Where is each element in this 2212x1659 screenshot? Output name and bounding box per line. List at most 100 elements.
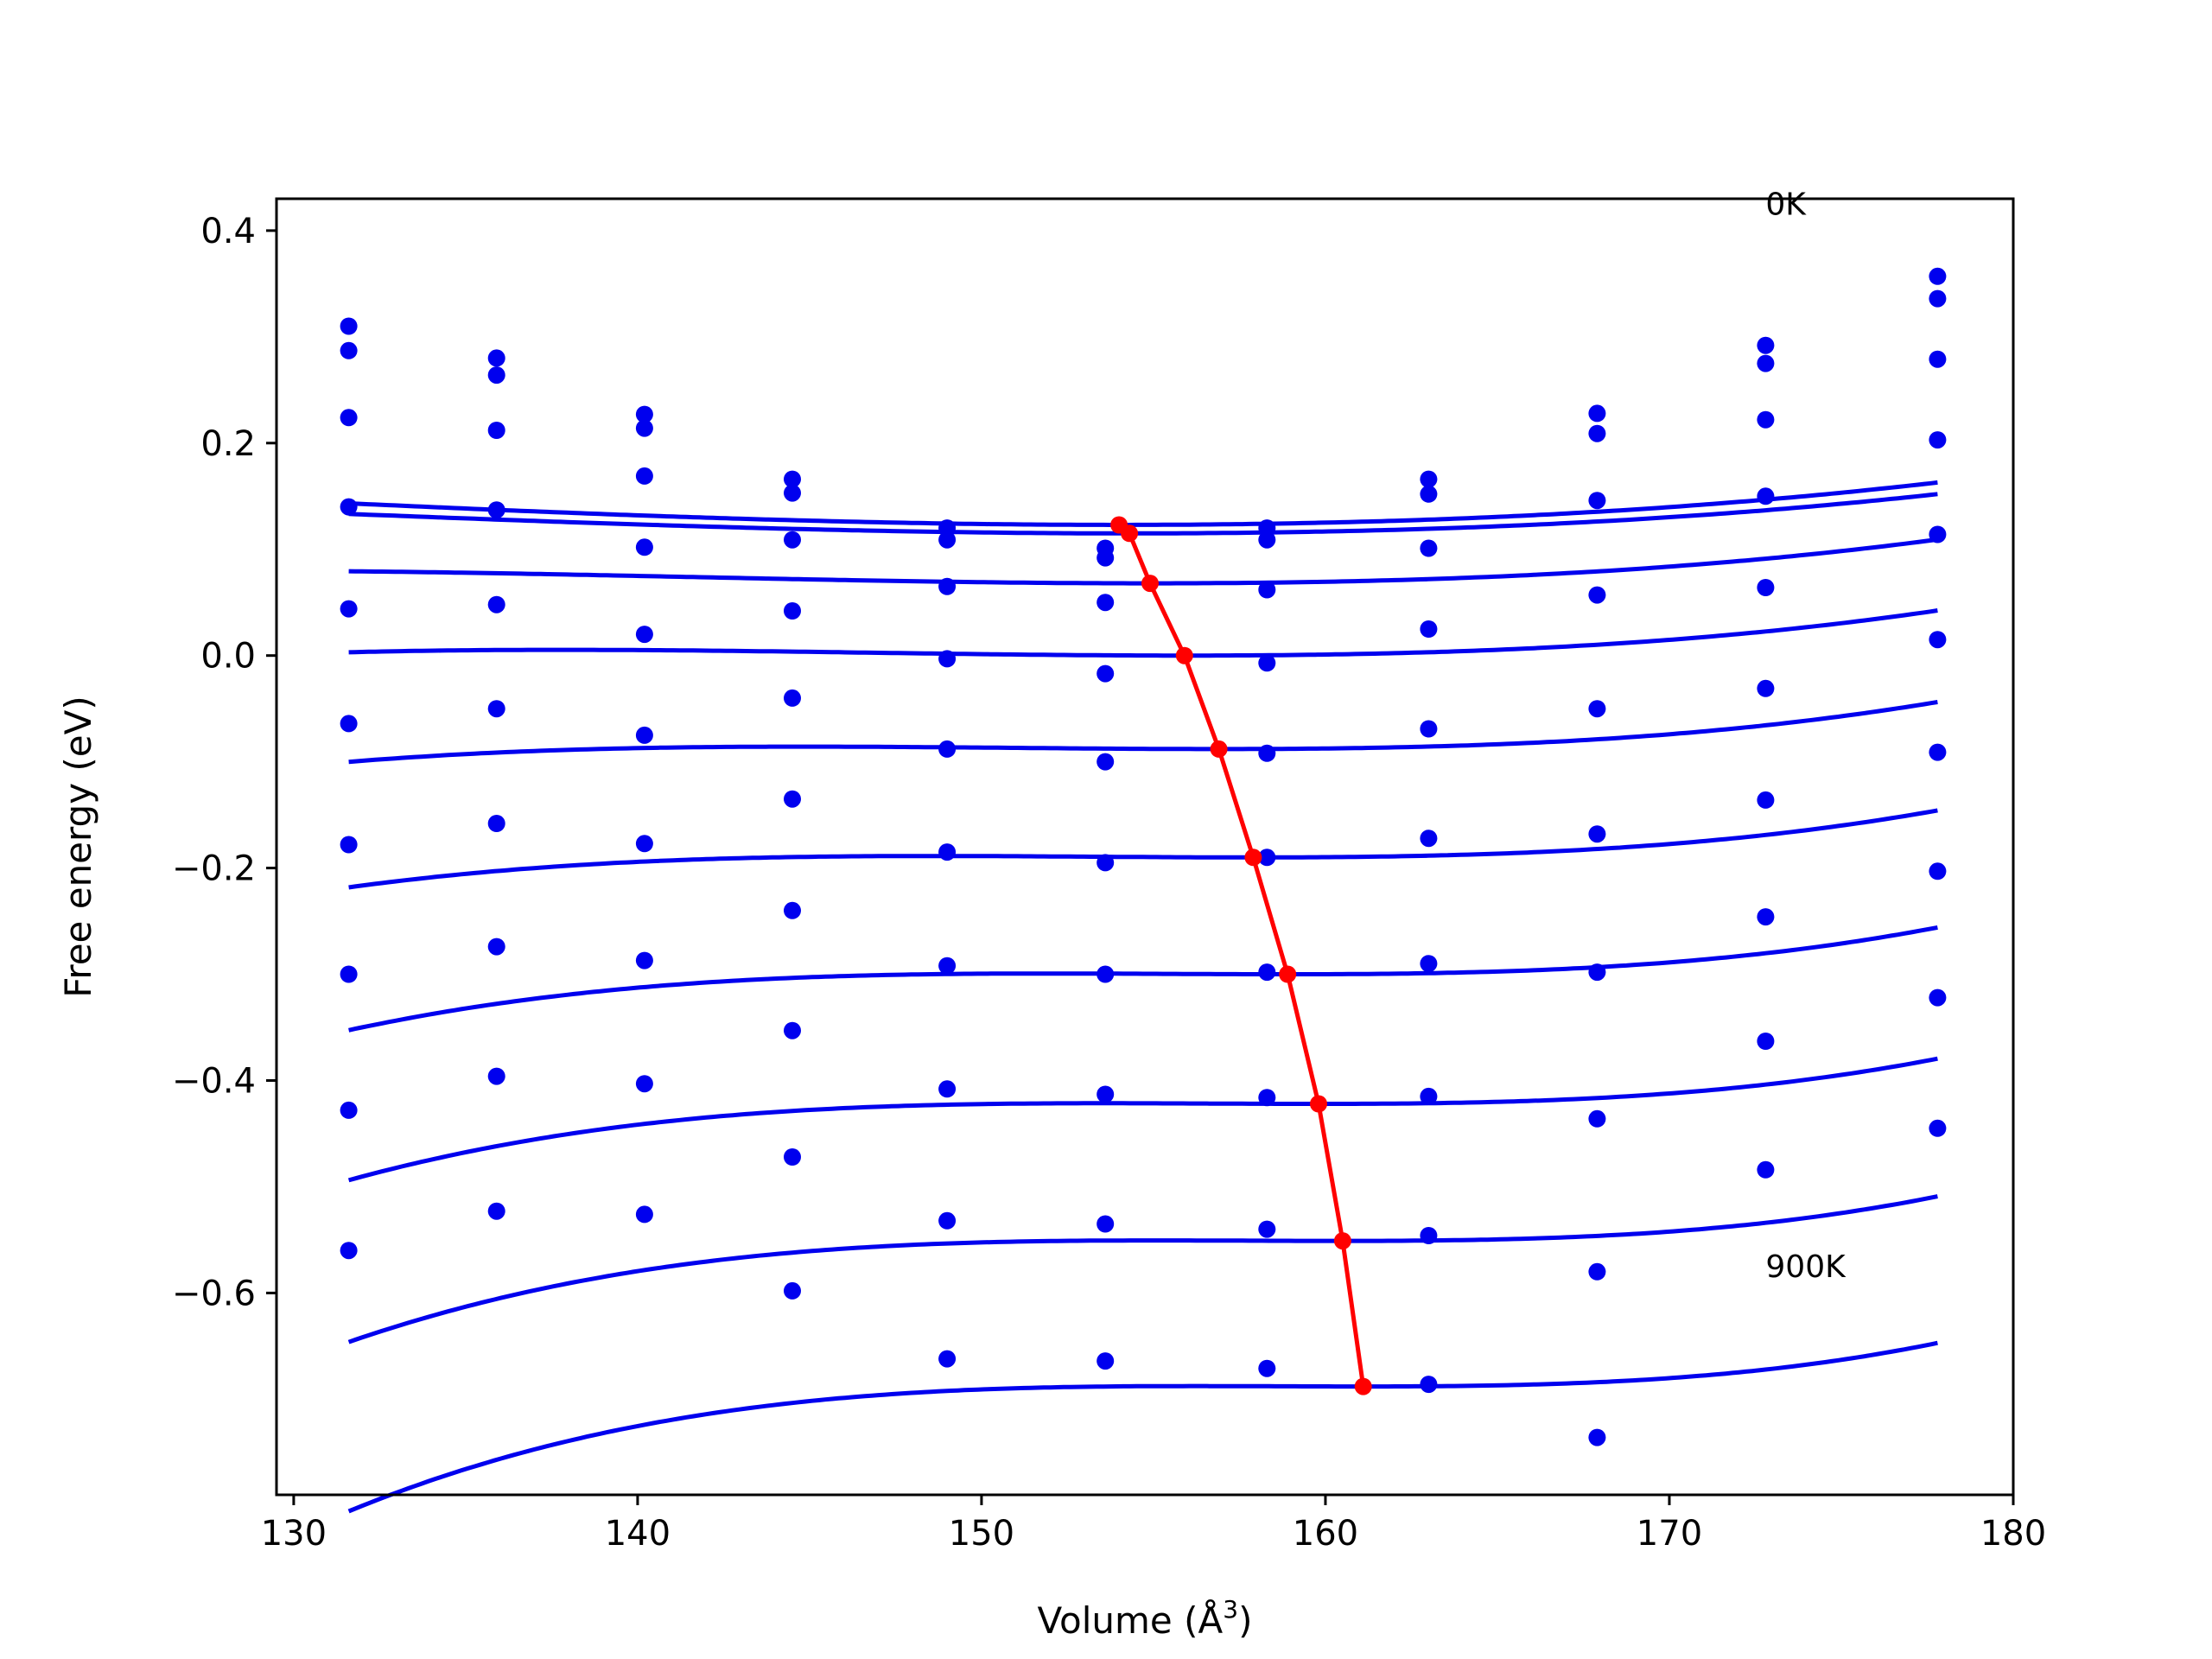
- data-point-s3-0: [340, 498, 358, 516]
- minimum-point-2: [1141, 575, 1159, 593]
- data-point-s8-1: [487, 1067, 505, 1085]
- data-point-s6-5: [1096, 965, 1115, 983]
- data-point-s1-2: [635, 419, 653, 437]
- data-point-s3-1: [487, 501, 505, 519]
- x-tick-label-0: 130: [261, 1514, 327, 1554]
- data-point-s7-1: [487, 938, 505, 956]
- data-point-s5-0: [340, 715, 358, 733]
- data-point-s3-5: [1096, 664, 1115, 683]
- y-axis-label: Free energy (eV): [57, 696, 99, 998]
- data-point-s9-9: [1757, 1160, 1775, 1179]
- y-tick-label-1: −0.4: [172, 1061, 256, 1101]
- data-point-s7-5: [1096, 1085, 1115, 1103]
- data-point-s5-9: [1757, 679, 1775, 697]
- data-point-s6-10: [1929, 743, 1947, 761]
- minimum-point-5: [1244, 849, 1262, 867]
- data-point-s5-5: [1096, 854, 1115, 872]
- x-axis-label-superscript: 3: [1223, 1595, 1238, 1624]
- data-point-s8-2: [635, 1075, 653, 1093]
- data-point-s5-2: [635, 726, 653, 744]
- data-point-s2-2: [635, 467, 653, 485]
- data-point-s8-6: [1258, 1220, 1276, 1238]
- data-point-s3-6: [1258, 654, 1276, 672]
- data-point-s5-1: [487, 700, 505, 718]
- data-point-s0-7: [1420, 470, 1438, 488]
- data-point-s8-3: [784, 1148, 801, 1166]
- fit-curve-3: [348, 608, 1938, 658]
- data-point-s0-0: [340, 317, 358, 335]
- data-point-s6-7: [1420, 955, 1438, 973]
- data-point-s1-6: [1258, 531, 1276, 549]
- data-point-s2-5: [1096, 594, 1115, 612]
- data-point-s8-7: [1420, 1227, 1438, 1244]
- data-point-s5-4: [938, 843, 957, 861]
- x-axis-label: Volume (Å3): [1038, 1595, 1253, 1642]
- data-point-s7-7: [1420, 1087, 1438, 1105]
- data-point-s4-8: [1588, 700, 1606, 718]
- minimum-point-9: [1354, 1377, 1372, 1395]
- fit-curve-4: [348, 700, 1938, 765]
- data-point-s8-4: [938, 1211, 957, 1230]
- data-point-s1-7: [1420, 485, 1438, 503]
- data-point-s2-1: [487, 422, 505, 439]
- data-point-s1-8: [1588, 424, 1606, 442]
- data-point-s1-1: [487, 366, 505, 385]
- y-tick-label-2: −0.2: [172, 849, 256, 889]
- data-point-s1-9: [1757, 354, 1775, 372]
- data-point-s0-9: [1757, 336, 1775, 354]
- x-tick-label-1: 140: [605, 1514, 671, 1554]
- data-point-s0-2: [635, 405, 653, 423]
- plot-area: 0K 900K: [340, 187, 1947, 1514]
- data-point-s0-1: [487, 349, 505, 367]
- data-point-s9-3: [784, 1281, 801, 1300]
- data-point-s6-1: [487, 815, 505, 832]
- data-point-s9-0: [340, 1242, 358, 1260]
- data-point-s8-8: [1588, 1262, 1606, 1281]
- data-point-s7-4: [938, 1080, 957, 1098]
- data-point-s9-5: [1096, 1352, 1115, 1370]
- x-axis-label-close: ): [1238, 1599, 1252, 1642]
- data-point-s4-6: [1258, 744, 1276, 762]
- data-point-s1-3: [784, 484, 801, 502]
- y-tick-label-3: 0.0: [200, 637, 256, 677]
- data-point-s3-3: [784, 602, 801, 620]
- data-point-s2-10: [1929, 350, 1947, 368]
- data-point-s7-10: [1929, 862, 1947, 880]
- minimum-point-7: [1310, 1095, 1327, 1113]
- fit-curve-7: [347, 1056, 1938, 1183]
- data-point-s9-7: [1420, 1376, 1438, 1394]
- data-point-s6-0: [340, 836, 358, 854]
- data-point-s7-0: [340, 965, 358, 983]
- data-point-s3-8: [1588, 586, 1606, 604]
- data-point-s2-4: [938, 577, 957, 595]
- minimum-point-8: [1333, 1232, 1351, 1250]
- data-point-s0-3: [784, 470, 801, 488]
- data-point-s4-1: [487, 595, 505, 613]
- data-point-s6-6: [1258, 963, 1276, 982]
- fit-curve-0: [348, 480, 1938, 527]
- data-point-s2-7: [1420, 539, 1438, 557]
- x-tick-label-3: 160: [1293, 1514, 1358, 1554]
- data-point-s9-10: [1929, 1119, 1947, 1137]
- fit-curve-5: [348, 808, 1938, 890]
- fit-curve-1: [348, 492, 1938, 536]
- data-point-s9-2: [635, 1205, 653, 1224]
- fit-curve-8: [347, 1194, 1938, 1344]
- data-point-s6-3: [784, 901, 801, 919]
- data-point-s4-5: [1096, 753, 1115, 771]
- data-point-s8-0: [340, 1101, 358, 1119]
- y-tick-label-5: 0.4: [200, 212, 256, 251]
- annotation-0: 0K: [1765, 187, 1807, 222]
- data-point-s5-7: [1420, 830, 1438, 848]
- minimum-point-1: [1121, 524, 1139, 543]
- data-point-s4-2: [635, 626, 653, 644]
- data-point-s1-5: [1096, 549, 1115, 567]
- data-point-s3-9: [1757, 487, 1775, 505]
- data-point-s2-0: [340, 409, 358, 427]
- data-point-s5-8: [1588, 825, 1606, 843]
- axes-frame: [275, 197, 2015, 1497]
- data-point-s7-6: [1258, 1089, 1276, 1107]
- data-point-s6-2: [635, 835, 653, 853]
- fit-curve-6: [348, 925, 1938, 1033]
- minimum-point-3: [1175, 646, 1193, 664]
